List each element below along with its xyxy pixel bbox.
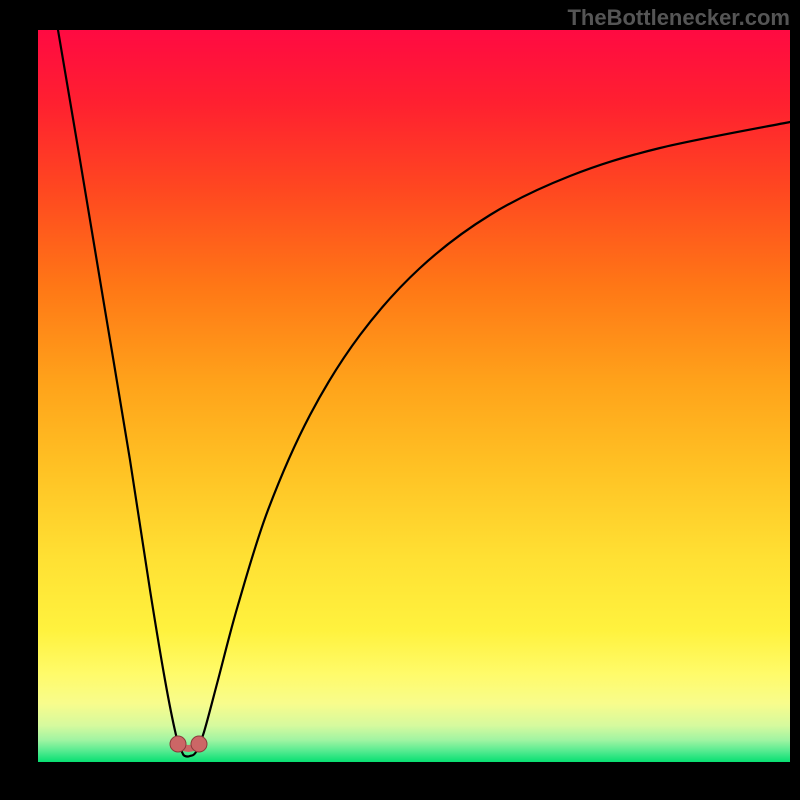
plot-area — [38, 30, 790, 762]
watermark-text: TheBottlenecker.com — [567, 5, 790, 31]
chart-canvas — [0, 0, 800, 800]
bottleneck-chart: TheBottlenecker.com — [0, 0, 800, 800]
optimal-marker-1 — [191, 736, 207, 752]
optimal-marker-0 — [170, 736, 186, 752]
